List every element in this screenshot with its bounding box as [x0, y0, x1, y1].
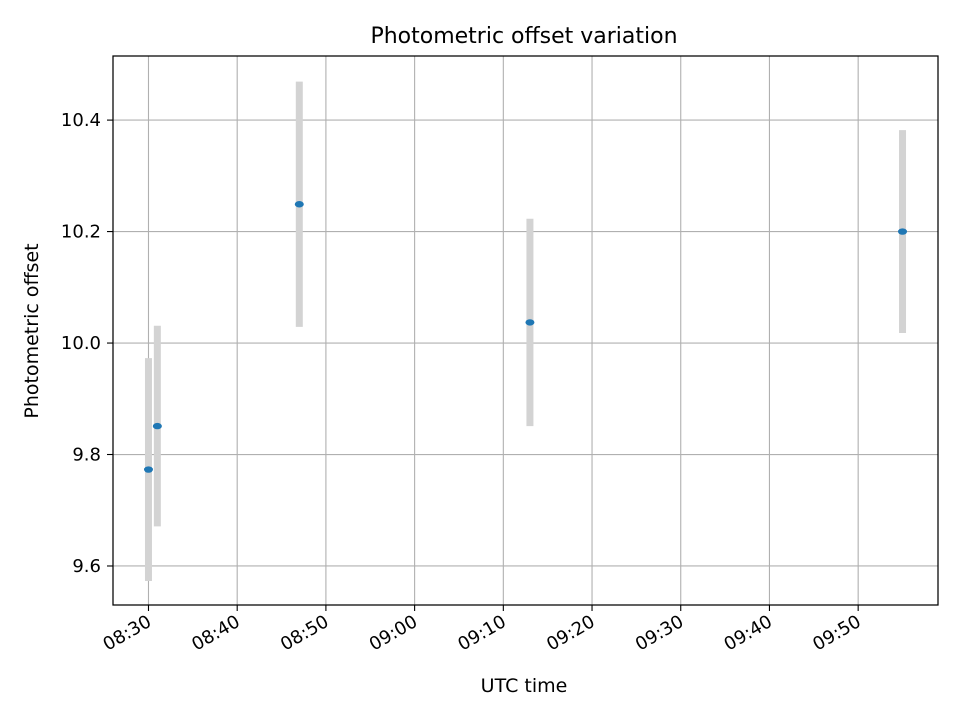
x-tick-label: 09:40	[721, 611, 776, 655]
x-tick-label: 09:00	[366, 611, 421, 655]
x-tick-label: 09:30	[632, 611, 687, 655]
x-tick-label: 08:30	[100, 611, 155, 655]
data-point	[898, 228, 908, 235]
x-axis-label: UTC time	[481, 675, 568, 697]
x-tick-label: 09:20	[543, 611, 598, 655]
plot-frame	[112, 55, 939, 606]
errorbars	[144, 81, 907, 582]
x-tick-label: 09:50	[809, 611, 864, 655]
data-point	[294, 201, 304, 208]
y-tick-label: 10.2	[61, 222, 101, 243]
x-tick-label: 09:10	[454, 611, 509, 655]
data-point	[525, 319, 535, 326]
y-tick-label: 9.8	[72, 445, 101, 466]
y-tick-label: 10.0	[61, 333, 101, 354]
chart-title: Photometric offset variation	[370, 24, 677, 49]
y-ticks: 9.6 9.8 10.0 10.2 10.4	[61, 110, 113, 577]
x-ticks: 08:30 08:40 08:50 09:00 09:10 09:20 09:30 09:40…	[100, 605, 865, 655]
markers	[143, 201, 908, 473]
x-tick-label: 08:50	[277, 611, 332, 655]
data-point	[152, 422, 162, 430]
y-axis-label: Photometric offset	[21, 243, 43, 418]
y-tick-label: 10.4	[61, 110, 101, 131]
grid	[113, 56, 938, 605]
y-tick-label: 9.6	[72, 556, 101, 577]
data-point	[143, 466, 153, 473]
x-tick-label: 08:40	[188, 611, 243, 655]
